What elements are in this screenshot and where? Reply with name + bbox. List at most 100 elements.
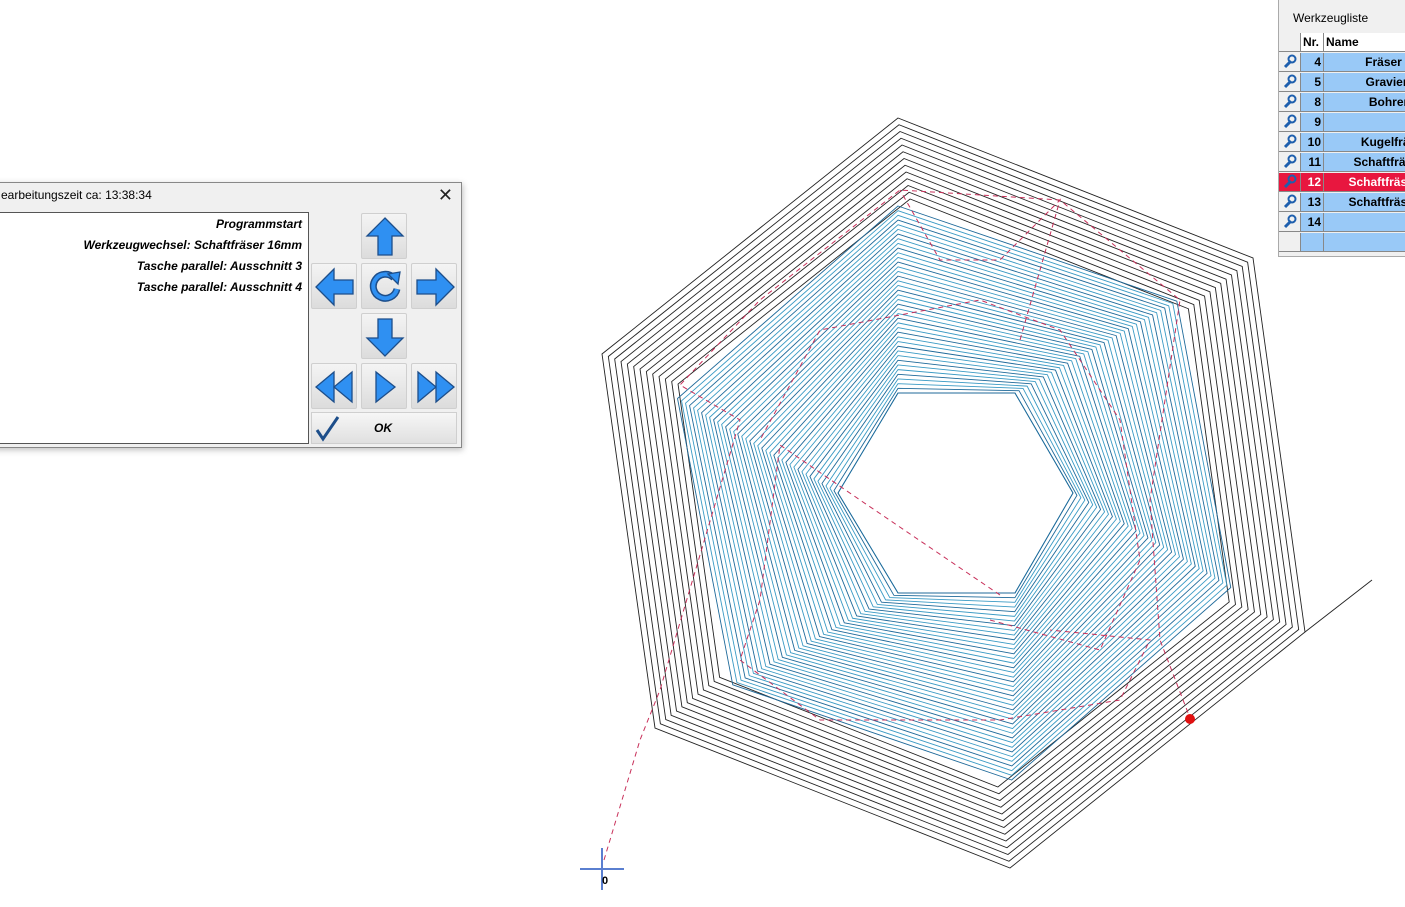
wrench-icon: [1283, 114, 1297, 129]
tool-icon-cell: [1279, 153, 1301, 172]
pocket-contour: [757, 299, 1153, 687]
close-button[interactable]: ✕: [437, 185, 453, 205]
nav-button[interactable]: [361, 263, 407, 309]
tool-list-title: Werkzeugliste: [1293, 11, 1369, 25]
header-nr: Nr.: [1301, 33, 1324, 52]
step-item: Werkzeugwechsel: Schaftfräser 16mm: [83, 238, 302, 252]
nav-icon: [375, 370, 397, 404]
tool-row[interactable]: 11Schaftfräser: [1279, 153, 1405, 173]
nav-button[interactable]: [361, 363, 407, 409]
tool-icon-cell: [1279, 113, 1301, 132]
tool-name: Bohrer: [1324, 93, 1405, 112]
pocket-contour: [809, 359, 1102, 627]
outer-contour: [652, 171, 1255, 815]
tool-row[interactable]: 12Schaftfräser 1: [1279, 173, 1405, 193]
rapid-move: [739, 444, 1151, 721]
pocket-contour: [685, 214, 1224, 772]
pocket-contour: [741, 280, 1169, 706]
wrench-icon: [1283, 134, 1297, 149]
tool-name: [1324, 213, 1405, 232]
outer-contour: [639, 157, 1268, 829]
pocket-contour: [721, 256, 1188, 730]
pocket-contour: [737, 275, 1173, 711]
pocket-contour: [797, 345, 1113, 641]
tool-row[interactable]: 8 Bohrer: [1279, 93, 1405, 113]
tool-icon-cell: [1279, 213, 1301, 232]
tool-icon-cell: [1279, 53, 1301, 72]
step-item: Tasche parallel: Ausschnitt 4: [136, 280, 302, 294]
pocket-contour: [813, 364, 1098, 622]
pocket-contour: [817, 369, 1094, 617]
ok-label: OK: [374, 421, 392, 435]
tool-name: Fräser 1: [1324, 53, 1405, 72]
empty-cell: [1279, 233, 1301, 252]
wrench-icon: [1283, 74, 1297, 89]
wrench-icon: [1283, 94, 1297, 109]
island-contour: [837, 392, 1074, 594]
step-item: Programmstart: [215, 217, 302, 231]
tool-icon-cell: [1279, 133, 1301, 152]
pocket-contour: [793, 341, 1117, 645]
tool-nr: 4: [1301, 53, 1324, 72]
pocket-contour: [777, 322, 1133, 664]
outer-contour: [658, 178, 1249, 808]
pocket-contour: [749, 289, 1161, 697]
nav-icon: [416, 267, 455, 307]
tool-nr: 8: [1301, 93, 1324, 112]
nav-button[interactable]: [361, 213, 407, 259]
pocket-contour: [697, 228, 1212, 758]
tool-row[interactable]: 13Schaftfräser 1: [1279, 193, 1405, 213]
outer-contour: [664, 184, 1243, 802]
wrench-icon: [1283, 214, 1297, 229]
tool-row[interactable]: 5Graviert: [1279, 73, 1405, 93]
tool-icon-cell: [1279, 173, 1301, 192]
tool-nr: 11: [1301, 153, 1324, 172]
wrench-icon: [1283, 174, 1297, 189]
step-item: Tasche parallel: Ausschnitt 3: [136, 259, 302, 273]
nav-button[interactable]: [411, 363, 457, 409]
pocket-contour: [681, 210, 1228, 776]
pocket-contour: [717, 252, 1192, 734]
tool-row[interactable]: 14: [1279, 213, 1405, 233]
outer-contour: [633, 151, 1274, 835]
nav-button[interactable]: [411, 263, 457, 309]
tool-row[interactable]: 9: [1279, 113, 1405, 133]
step-list: Programmstart Werkzeugwechsel: Schaftfräs…: [0, 212, 309, 444]
outer-contour: [614, 130, 1293, 856]
nav-button[interactable]: [361, 313, 407, 359]
tool-nr: 12: [1301, 173, 1324, 192]
tool-icon-cell: [1279, 193, 1301, 212]
pocket-contour: [825, 378, 1086, 608]
nav-icon: [315, 267, 354, 307]
empty-cell: [1301, 233, 1324, 252]
tool-name: Schaftfräser 1: [1324, 173, 1405, 192]
pocket-contour: [801, 350, 1109, 636]
outer-contour: [607, 124, 1300, 862]
pocket-contour: [785, 331, 1125, 655]
tool-name: Schaftfräser 1: [1324, 193, 1405, 212]
tool-name: Graviert: [1324, 73, 1405, 92]
tool-row[interactable]: 10Kugelfräs: [1279, 133, 1405, 153]
pocket-contour: [829, 383, 1082, 603]
pocket-contour: [705, 238, 1204, 748]
nav-button[interactable]: [311, 263, 357, 309]
pocket-contour: [729, 266, 1180, 720]
empty-row: [1279, 233, 1405, 253]
nav-icon: [365, 217, 405, 256]
pocket-contour: [689, 219, 1220, 767]
empty-cell: [1324, 233, 1405, 252]
tool-nr: 5: [1301, 73, 1324, 92]
nav-icon: [314, 370, 353, 404]
pocket-contour: [761, 303, 1149, 683]
rapid-move: [759, 299, 1141, 651]
ok-button[interactable]: OK: [311, 412, 457, 444]
dialog-title: earbeitungszeit ca: 13:38:34: [1, 188, 152, 202]
pocket-contour: [709, 242, 1200, 744]
pocket-contour: [833, 387, 1078, 599]
pocket-contour: [789, 336, 1121, 650]
tool-icon-cell: [1279, 93, 1301, 112]
nav-button[interactable]: [311, 363, 357, 409]
